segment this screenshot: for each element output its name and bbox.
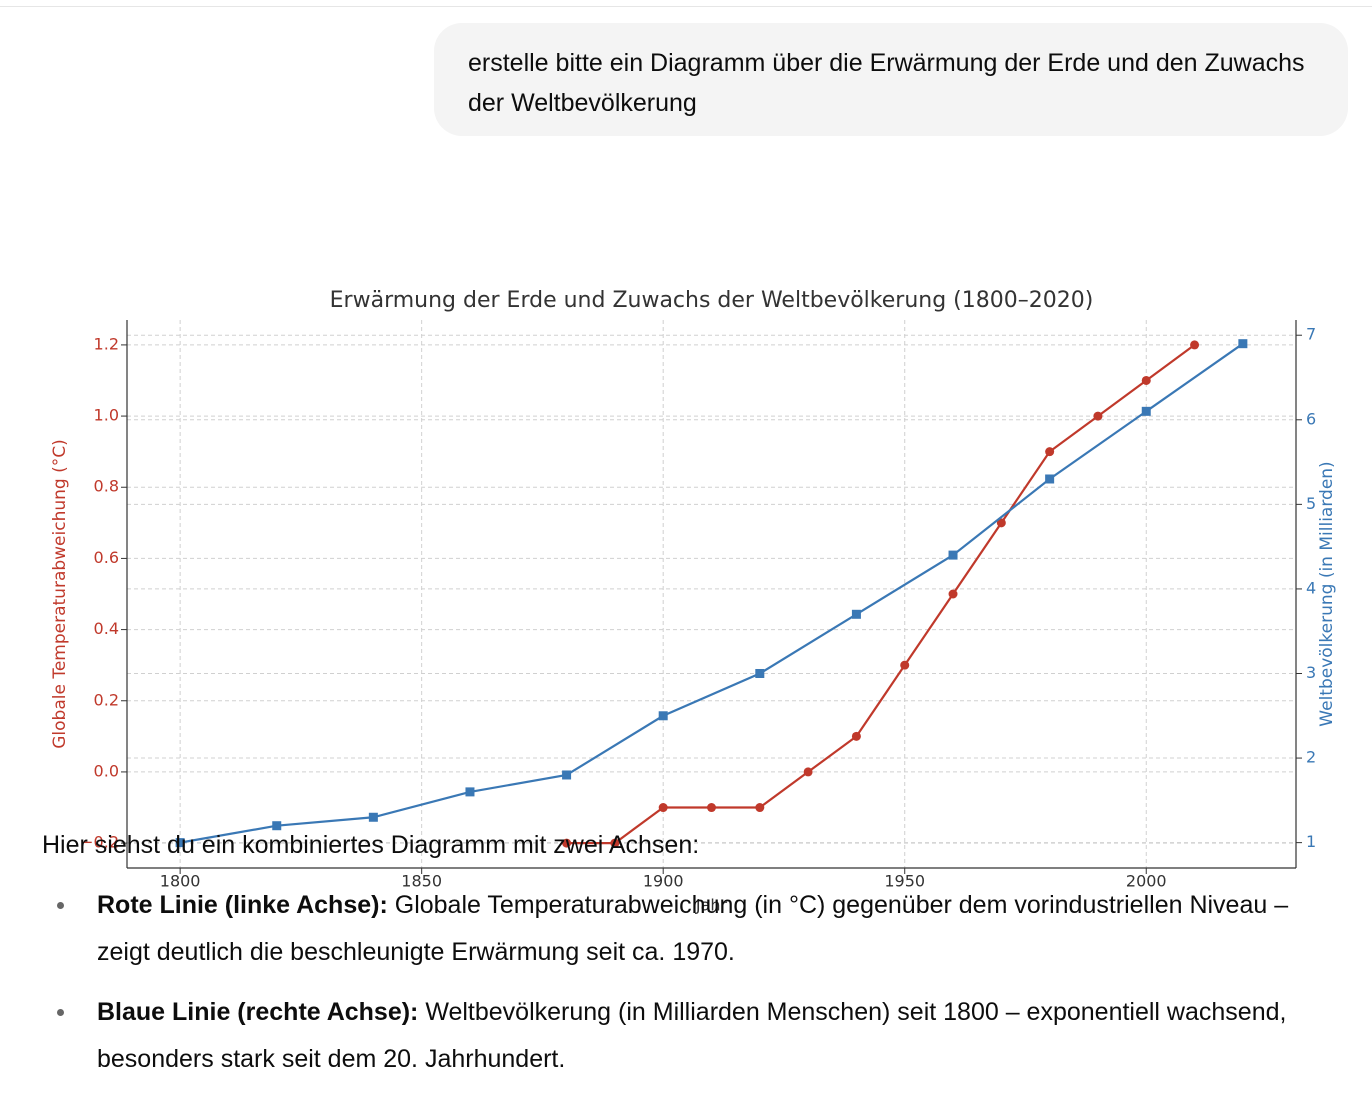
data-point bbox=[658, 711, 668, 721]
response-bullet: Blaue Linie (rechte Achse): Weltbevölker… bbox=[57, 989, 1332, 1083]
y-tick-label: 0.0 bbox=[94, 761, 119, 780]
x-tick-label: 1800 bbox=[160, 872, 201, 891]
data-point bbox=[1190, 340, 1200, 350]
data-point bbox=[562, 770, 572, 780]
x-tick-label: 1850 bbox=[401, 872, 442, 891]
y-tick-label: 0.2 bbox=[94, 690, 119, 709]
response-list: Rote Linie (linke Achse): Globale Temper… bbox=[57, 882, 1332, 1096]
bullet-text: Weltbevölkerung (in Milliarden Menschen)… bbox=[97, 998, 1287, 1073]
data-line bbox=[179, 342, 1244, 844]
y-tick-label: 1.0 bbox=[94, 406, 119, 425]
data-point bbox=[368, 812, 378, 822]
y2-tick-label: 3 bbox=[1306, 663, 1316, 682]
divider bbox=[0, 6, 1372, 7]
data-point bbox=[755, 803, 765, 813]
x-axis-label: Jahr bbox=[695, 896, 728, 915]
data-point bbox=[1141, 375, 1151, 385]
y2-axis-label: Weltbevölkerung (in Milliarden) bbox=[1317, 461, 1337, 726]
data-point bbox=[465, 787, 475, 797]
y-tick-label: 0.6 bbox=[94, 548, 119, 567]
data-point bbox=[803, 767, 813, 777]
bullet-text: Globale Temperaturabweichung (in °C) geg… bbox=[97, 891, 1289, 966]
y2-tick-label: 1 bbox=[1306, 832, 1316, 851]
y-tick-label: 1.2 bbox=[94, 334, 119, 353]
y2-tick-label: 2 bbox=[1306, 748, 1316, 767]
data-point bbox=[658, 803, 668, 813]
data-point bbox=[562, 838, 572, 848]
data-point bbox=[610, 838, 620, 848]
data-point bbox=[1238, 339, 1248, 349]
y-tick-label: −0.2 bbox=[80, 833, 119, 852]
response-bullet: Rote Linie (linke Achse): Globale Temper… bbox=[57, 882, 1332, 976]
y-tick-label: 0.8 bbox=[94, 477, 119, 496]
data-line bbox=[566, 344, 1196, 845]
response-intro: Hier siehst du ein kombiniertes Diagramm… bbox=[42, 831, 700, 859]
y2-tick-label: 4 bbox=[1306, 578, 1316, 597]
data-point bbox=[175, 838, 185, 848]
data-point bbox=[900, 660, 910, 670]
y-tick-label: 0.4 bbox=[94, 619, 119, 638]
data-point bbox=[1045, 447, 1055, 457]
y2-tick-label: 5 bbox=[1306, 494, 1316, 513]
data-point bbox=[1141, 406, 1151, 416]
user-message: erstelle bitte ein Diagramm über die Erw… bbox=[434, 23, 1348, 136]
y-axis-label: Globale Temperaturabweichung (°C) bbox=[50, 439, 70, 749]
y2-tick-label: 7 bbox=[1306, 325, 1316, 344]
bullet-label: Blaue Linie (rechte Achse): bbox=[97, 998, 419, 1026]
data-point bbox=[755, 668, 765, 678]
data-point bbox=[996, 518, 1006, 528]
x-tick-label: 1950 bbox=[884, 872, 925, 891]
y2-tick-label: 6 bbox=[1306, 409, 1316, 428]
data-point bbox=[851, 609, 861, 619]
data-point bbox=[1045, 474, 1055, 484]
data-point bbox=[851, 731, 861, 741]
chart-title: Erwärmung der Erde und Zuwachs der Weltb… bbox=[330, 288, 1094, 313]
data-point bbox=[272, 821, 282, 831]
x-tick-label: 2000 bbox=[1126, 872, 1167, 891]
bullet-label: Rote Linie (linke Achse): bbox=[97, 891, 388, 919]
data-point bbox=[948, 550, 958, 560]
data-point bbox=[1093, 411, 1103, 421]
data-point bbox=[707, 803, 716, 813]
data-point bbox=[948, 589, 958, 599]
x-tick-label: 1900 bbox=[643, 872, 684, 891]
